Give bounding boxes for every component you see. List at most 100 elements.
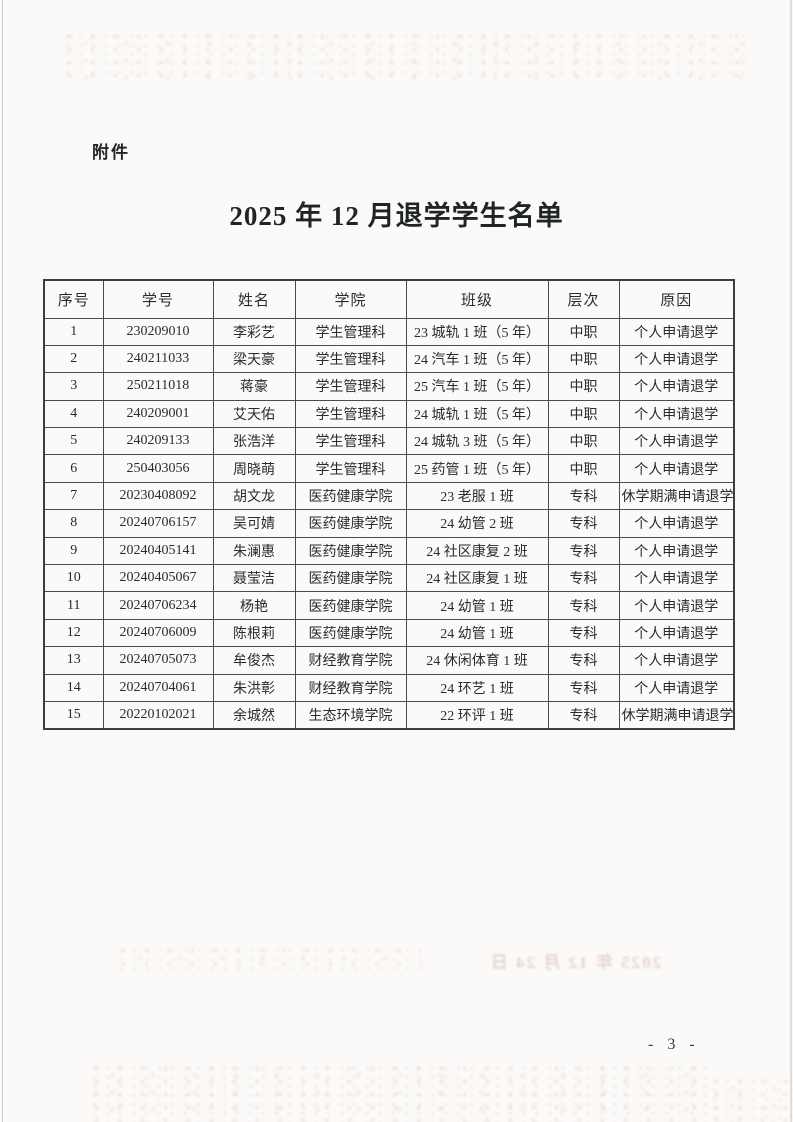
cell-class: 24 城轨 1 班（5 年）: [405, 399, 549, 429]
cell-level: 专科: [547, 591, 620, 620]
cell-reason: 个人申请退学: [618, 618, 735, 648]
cell-reason: 个人申请退学: [618, 564, 735, 593]
cell-name: 朱澜惠: [212, 536, 296, 566]
cell-no: 9: [43, 536, 104, 566]
cell-student-id: 250211018: [102, 372, 214, 401]
cell-name: 李彩艺: [212, 317, 296, 346]
cell-level: 专科: [547, 564, 620, 593]
scan-edge-right: [790, 0, 792, 1122]
cell-no: 3: [43, 372, 104, 401]
cell-no: 11: [43, 591, 104, 620]
cell-student-id: 20240405141: [102, 536, 214, 566]
cell-reason: 个人申请退学: [618, 591, 735, 620]
cell-level: 中职: [547, 399, 620, 429]
cell-level: 中职: [547, 454, 620, 483]
cell-no: 7: [43, 481, 104, 511]
cell-name: 聂莹洁: [212, 564, 296, 593]
cell-class: 24 幼管 1 班: [405, 591, 549, 620]
cell-reason: 个人申请退学: [618, 536, 735, 566]
cell-name: 张浩洋: [212, 427, 296, 456]
cell-college: 学生管理科: [294, 372, 407, 401]
cell-student-id: 240211033: [102, 344, 214, 374]
cell-no: 8: [43, 509, 104, 538]
cell-reason: 个人申请退学: [618, 673, 735, 702]
cell-no: 14: [43, 673, 104, 702]
cell-class: 24 幼管 2 班: [405, 509, 549, 538]
cell-college: 财经教育学院: [294, 673, 407, 702]
cell-name: 余城然: [212, 700, 296, 730]
attachment-label: 附件: [92, 143, 130, 162]
cell-college: 学生管理科: [294, 317, 407, 346]
cell-no: 5: [43, 427, 104, 456]
cell-name: 吴可婧: [212, 509, 296, 538]
cell-class: 22 环评 1 班: [405, 700, 549, 730]
cell-college: 学生管理科: [294, 427, 407, 456]
cell-reason: 个人申请退学: [618, 372, 735, 401]
cell-no: 6: [43, 454, 104, 483]
cell-class: 24 社区康复 1 班: [405, 564, 549, 593]
cell-name: 梁天豪: [212, 344, 296, 374]
cell-no: 12: [43, 618, 104, 648]
table-row: 7 20230408092 胡文龙 医药健康学院 23 老服 1 班专科 休学期满申请退学: [43, 481, 735, 511]
table-row: 14 20240704061 朱洪彰 财经教育学院 24 环艺 1 班专科 个人申请退学: [43, 673, 735, 702]
cell-level: 专科: [547, 673, 620, 702]
cell-level: 中职: [547, 317, 620, 346]
cell-class: 24 汽车 1 班（5 年）: [405, 344, 549, 374]
cell-student-id: 230209010: [102, 317, 214, 346]
cell-college: 学生管理科: [294, 344, 407, 374]
table-row: 5 240209133 张浩洋 学生管理科 24 城轨 3 班（5 年） 中职 个人申请退学: [43, 427, 735, 456]
cell-level: 专科: [547, 618, 620, 648]
cell-college: 医药健康学院: [294, 591, 407, 620]
cell-name: 杨艳: [212, 591, 296, 620]
bleed-through-artifact-middle: [112, 944, 422, 972]
cell-level: 中职: [547, 427, 620, 456]
cell-no: 13: [43, 646, 104, 675]
cell-level: 专科: [547, 646, 620, 675]
cell-name: 牟俊杰: [212, 646, 296, 675]
cell-class: 25 汽车 1 班（5 年）: [405, 372, 549, 401]
cell-reason: 个人申请退学: [618, 399, 735, 429]
column-header-name: 姓名: [212, 279, 296, 319]
cell-college: 学生管理科: [294, 454, 407, 483]
column-header-no: 序号: [43, 279, 104, 319]
table-body: 1 230209010 李彩艺 学生管理科 23 城轨 1 班（5 年） 中职 个人申请退学…: [43, 317, 735, 730]
column-header-college: 学院: [294, 279, 407, 319]
cell-no: 15: [43, 700, 104, 730]
column-header-class: 班级: [405, 279, 549, 319]
table-row: 10 20240405067 聂莹洁 医药健康学院 24 社区康复 1 班专科 个人申请退…: [43, 564, 735, 593]
cell-college: 学生管理科: [294, 399, 407, 429]
cell-class: 24 幼管 1 班: [405, 618, 549, 648]
table-row: 13 20240705073 牟俊杰 财经教育学院 24 休闲体育 1 班专科 个人申请退…: [43, 646, 735, 675]
cell-name: 蒋豪: [212, 372, 296, 401]
cell-reason: 个人申请退学: [618, 344, 735, 374]
cell-class: 23 城轨 1 班（5 年）: [405, 317, 549, 346]
cell-class: 24 社区康复 2 班: [405, 536, 549, 566]
cell-college: 生态环境学院: [294, 700, 407, 730]
cell-student-id: 250403056: [102, 454, 214, 483]
cell-no: 4: [43, 399, 104, 429]
cell-level: 专科: [547, 509, 620, 538]
cell-level: 中职: [547, 344, 620, 374]
cell-level: 专科: [547, 700, 620, 730]
cell-reason: 个人申请退学: [618, 454, 735, 483]
cell-student-id: 20240706234: [102, 591, 214, 620]
cell-name: 胡文龙: [212, 481, 296, 511]
table-row: 8 20240706157 吴可婧 医药健康学院 24 幼管 2 班专科 个人申请退学: [43, 509, 735, 538]
cell-college: 医药健康学院: [294, 481, 407, 511]
cell-level: 专科: [547, 481, 620, 511]
cell-no: 1: [43, 317, 104, 346]
cell-name: 周晓萌: [212, 454, 296, 483]
cell-college: 医药健康学院: [294, 618, 407, 648]
table-row: 6 250403056 周晓萌 学生管理科 25 药管 1 班（5 年） 中职 个人申请退学: [43, 454, 735, 483]
cell-student-id: 20240405067: [102, 564, 214, 593]
cell-student-id: 20240705073: [102, 646, 214, 675]
cell-student-id: 20240706009: [102, 618, 214, 648]
cell-college: 医药健康学院: [294, 536, 407, 566]
cell-reason: 休学期满申请退学: [618, 700, 735, 730]
table-row: 15 20220102021 余城然 生态环境学院 22 环评 1 班专科 休学期满申请退…: [43, 700, 735, 730]
table-row: 11 20240706234 杨艳 医药健康学院 24 幼管 1 班专科 个人申请退学: [43, 591, 735, 620]
cell-student-id: 20240706157: [102, 509, 214, 538]
bleed-through-date-artifact: 2025 年 12 月 24 日: [488, 953, 662, 972]
cell-student-id: 240209133: [102, 427, 214, 456]
cell-student-id: 20230408092: [102, 481, 214, 511]
